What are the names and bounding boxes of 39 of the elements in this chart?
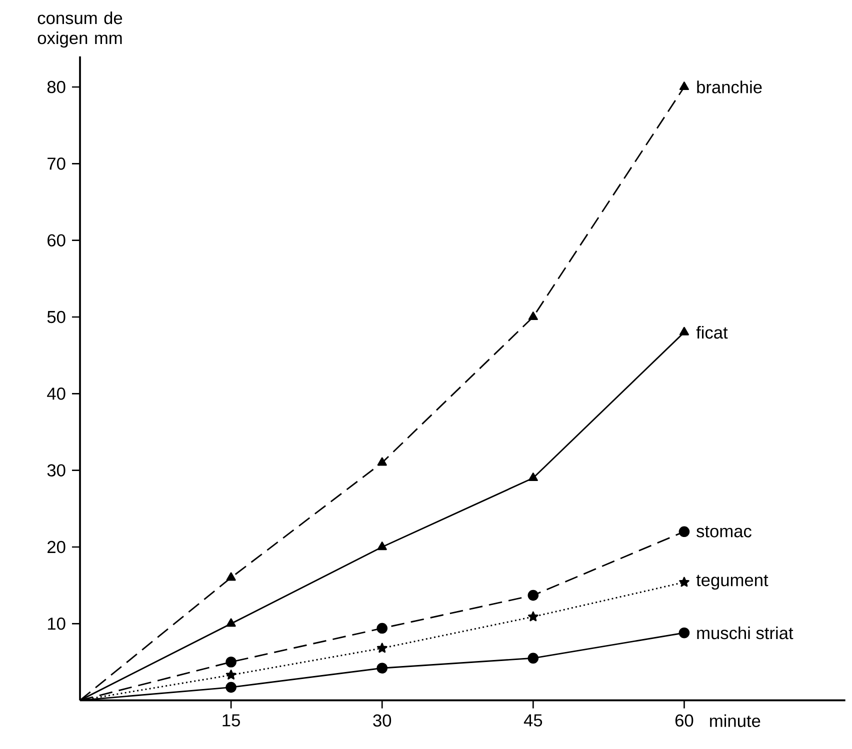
series-label: stomac [696, 526, 752, 538]
series-label: muschi striat [697, 626, 794, 640]
y-tick-label: 60 [48, 234, 66, 246]
point [226, 618, 236, 627]
point [226, 682, 236, 693]
point [679, 81, 689, 90]
point [226, 656, 236, 668]
point [679, 576, 690, 587]
y-tick-label: 30 [47, 464, 66, 476]
y-tick-label: 10 [48, 617, 66, 630]
point [528, 611, 538, 622]
point [678, 627, 690, 638]
x-tick-label: 15 [222, 714, 240, 726]
y-tick-label: 80 [47, 80, 66, 93]
y-axis-title: consum de oxigen mm [38, 11, 122, 48]
point [376, 622, 388, 634]
series-label: branchie [697, 80, 762, 94]
x-tick-label: 30 [373, 714, 392, 726]
point [679, 326, 689, 336]
point [377, 541, 387, 550]
y-tick-label: 70 [48, 157, 66, 170]
x-tick-label: 45 [524, 714, 542, 726]
series-label: ficat [696, 326, 728, 339]
point [376, 642, 388, 653]
y-tick-label: 20 [48, 540, 66, 553]
series-label: tegument [696, 574, 768, 590]
point [377, 457, 387, 466]
point [226, 669, 236, 680]
point [678, 526, 690, 537]
point [226, 572, 236, 581]
x-axis-title: minute [710, 714, 760, 727]
point [528, 590, 539, 601]
point [376, 662, 388, 674]
point [528, 652, 539, 664]
y-tick-label: 50 [47, 310, 66, 323]
x-tick-label: 60 [675, 714, 694, 726]
point [528, 472, 538, 481]
point [528, 311, 538, 320]
y-tick-label: 40 [47, 387, 66, 400]
